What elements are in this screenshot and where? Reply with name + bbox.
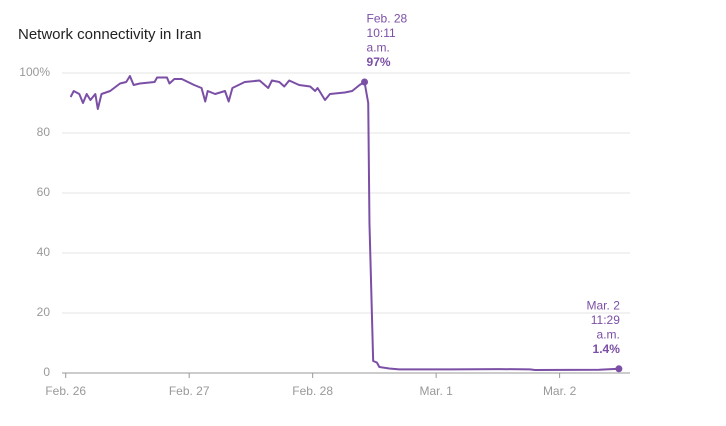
y-tick-label: 100% [19,65,50,79]
annotation-text: Feb. 28 [367,12,408,26]
x-tick-label: Feb. 27 [169,384,210,398]
annotation-text: Mar. 2 [587,298,621,312]
annotation-text: 11:29 [591,313,620,327]
y-tick-label: 80 [37,125,51,139]
x-tick-label: Feb. 28 [292,384,333,398]
annotation-dot [361,78,369,86]
y-tick-label: 0 [43,365,50,379]
y-tick-label: 40 [37,245,51,259]
x-tick-label: Mar. 2 [543,384,577,398]
annotation-text: a.m. [597,327,620,341]
y-tick-label: 20 [37,305,51,319]
y-tick-label: 60 [37,185,51,199]
annotation-text: 10:11 [367,26,396,40]
annotation-text: a.m. [367,41,390,55]
line [69,75,619,371]
x-tick-label: Mar. 1 [419,384,453,398]
x-tick-label: Feb. 26 [45,384,86,398]
annotation-dot [615,365,623,373]
annotation-value: 1.4% [593,342,621,356]
annotation-value: 97% [367,55,391,69]
chart-title: Network connectivity in Iran [18,26,201,43]
